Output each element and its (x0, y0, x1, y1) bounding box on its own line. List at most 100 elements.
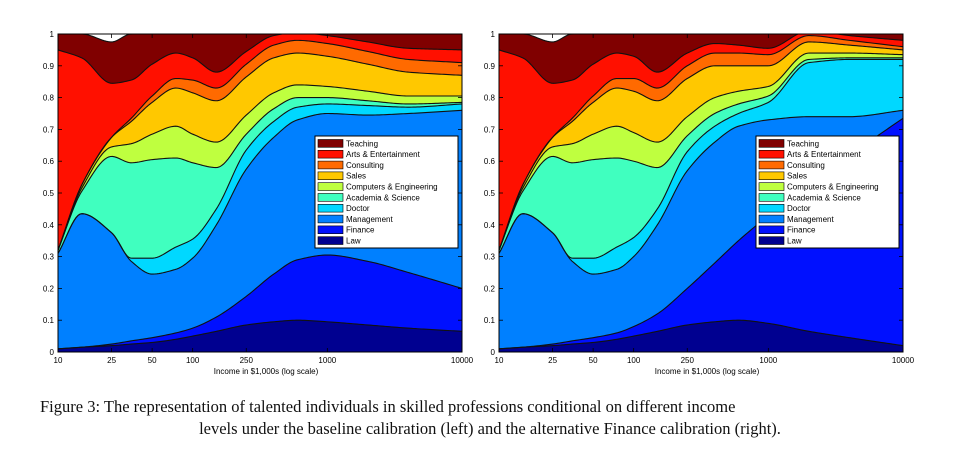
legend-label-sales: Sales (787, 172, 807, 181)
area-doctor-left (58, 103, 462, 275)
caption-line1: The representation of talented individua… (103, 397, 736, 416)
y-tick-label-right: 0.7 (484, 125, 496, 134)
y-tick-label-left: 0.7 (43, 125, 55, 134)
legend-swatch-computers-and-engineering (758, 182, 785, 191)
x-axis-label-left: Income in $1,000s (log scale) (214, 367, 319, 376)
y-tick-label-left: 0 (50, 348, 55, 357)
legend-label-teaching: Teaching (346, 139, 378, 148)
boundary-academia-and-science-right (499, 57, 903, 251)
legend-label-academia-and-science: Academia & Science (346, 193, 420, 202)
area-finance-left (58, 255, 462, 349)
area-law-right (499, 320, 903, 352)
legend-label-finance: Finance (787, 226, 816, 235)
legend-swatch-sales (317, 171, 344, 180)
legend-label-consulting: Consulting (346, 161, 384, 170)
legend-swatch-consulting (758, 160, 785, 170)
y-tick-label-left: 0.2 (43, 284, 55, 293)
area-arts-and-entertainment-right (499, 34, 903, 251)
area-doctor-right (499, 59, 903, 275)
y-tick-label-left: 0.6 (43, 157, 55, 166)
x-tick-label-right: 10000 (892, 356, 915, 365)
boundary-teaching-right (499, 34, 903, 43)
legend-left: Teaching Arts & Entertainment Consulting Sa… (314, 135, 459, 249)
y-tick-label-left: 0.4 (43, 221, 55, 230)
y-tick-label-right: 0.3 (484, 253, 496, 262)
y-tick-label-right: 0 (491, 348, 496, 357)
x-tick-label-right: 250 (681, 356, 695, 365)
x-tick-label-left: 10 (54, 356, 63, 365)
y-tick-label-right: 0.1 (484, 316, 496, 325)
legend-swatch-finance (758, 225, 785, 234)
x-tick-label-left: 100 (186, 356, 200, 365)
area-consulting-left (58, 40, 462, 251)
area-sales-right (499, 41, 903, 251)
legend-label-law: Law (346, 237, 361, 246)
x-tick-label-left: 250 (240, 356, 254, 365)
legend-swatch-management (758, 214, 785, 224)
x-axis-label-right: Income in $1,000s (log scale) (655, 367, 760, 376)
x-tick-label-left: 50 (148, 356, 157, 365)
legend-label-consulting: Consulting (787, 161, 825, 170)
y-tick-label-right: 0.6 (484, 157, 496, 166)
area-teaching-left (58, 34, 462, 84)
area-academia-and-science-left (58, 97, 462, 259)
boundary-arts-and-entertainment-right (499, 34, 903, 84)
legend-swatch-arts-and-entertainment (317, 150, 344, 159)
area-finance-right (499, 118, 903, 349)
legend-label-teaching: Teaching (787, 139, 819, 148)
legend-label-computers-and-engineering: Computers & Engineering (787, 183, 879, 192)
figure-caption: Figure 3: The representation of talented… (40, 396, 940, 440)
y-tick-label-right: 0.5 (484, 189, 496, 198)
boundary-law-left (58, 319, 462, 350)
y-tick-label-left: 0.8 (43, 94, 55, 103)
y-tick-label-right: 0.8 (484, 94, 496, 103)
area-academia-and-science-right (499, 57, 903, 259)
legend-swatch-sales (758, 171, 785, 180)
boundary-law-right (499, 319, 903, 350)
boundary-finance-left (58, 254, 462, 350)
legend-label-doctor: Doctor (346, 204, 370, 213)
x-tick-label-right: 10 (495, 356, 504, 365)
boundary-consulting-left (58, 39, 462, 251)
boundary-sales-right (499, 41, 903, 251)
legend-label-law: Law (787, 237, 802, 246)
legend-right: Teaching Arts & Entertainment Consulting Sa… (755, 135, 900, 249)
area-computers-and-engineering-right (499, 53, 903, 251)
legend-swatch-law (758, 236, 785, 245)
y-tick-label-left: 0.1 (43, 316, 55, 325)
legend-label-sales: Sales (346, 172, 366, 181)
chart-right-finance: 0 0.1 0.2 0.3 0.4 0.5 0.6 0.7 0.8 0.9 1 10 25 50 100 25… (484, 30, 915, 376)
y-tick-label-left: 0.5 (43, 189, 55, 198)
legend-label-arts-and-entertainment: Arts & Entertainment (346, 150, 421, 159)
legend-label-finance: Finance (346, 226, 375, 235)
chart-left-baseline: 0 0.1 0.2 0.3 0.4 0.5 0.6 0.7 0.8 0.9 1 10 25 50 100 25… (43, 30, 474, 376)
boundary-arts-and-entertainment-left (58, 34, 462, 84)
boundary-doctor-right (499, 58, 903, 259)
legend-swatch-doctor (317, 204, 344, 213)
boundary-academia-and-science-left (58, 97, 462, 251)
y-tick-label-right: 0.9 (484, 62, 496, 71)
boundary-consulting-right (499, 35, 903, 251)
legend-label-arts-and-entertainment: Arts & Entertainment (787, 150, 862, 159)
legend-swatch-doctor (758, 204, 785, 213)
x-tick-label-left: 1000 (318, 356, 336, 365)
boundary-computers-and-engineering-right (499, 52, 903, 251)
legend-label-management: Management (346, 215, 393, 224)
legend-swatch-finance (317, 225, 344, 234)
x-tick-label-right: 25 (548, 356, 557, 365)
y-tick-label-left: 1 (50, 30, 55, 39)
legend-swatch-computers-and-engineering (317, 182, 344, 191)
boundary-computers-and-engineering-left (58, 84, 462, 251)
legend-swatch-teaching (758, 139, 785, 148)
area-arts-and-entertainment-left (58, 34, 462, 251)
area-law-left (58, 320, 462, 352)
y-tick-label-right: 0.2 (484, 284, 496, 293)
area-sales-left (58, 53, 462, 251)
x-tick-label-left: 25 (107, 356, 116, 365)
legend-swatch-law (317, 236, 344, 245)
legend-swatch-teaching (317, 139, 344, 148)
x-tick-label-right: 1000 (759, 356, 777, 365)
boundary-sales-left (58, 52, 462, 251)
